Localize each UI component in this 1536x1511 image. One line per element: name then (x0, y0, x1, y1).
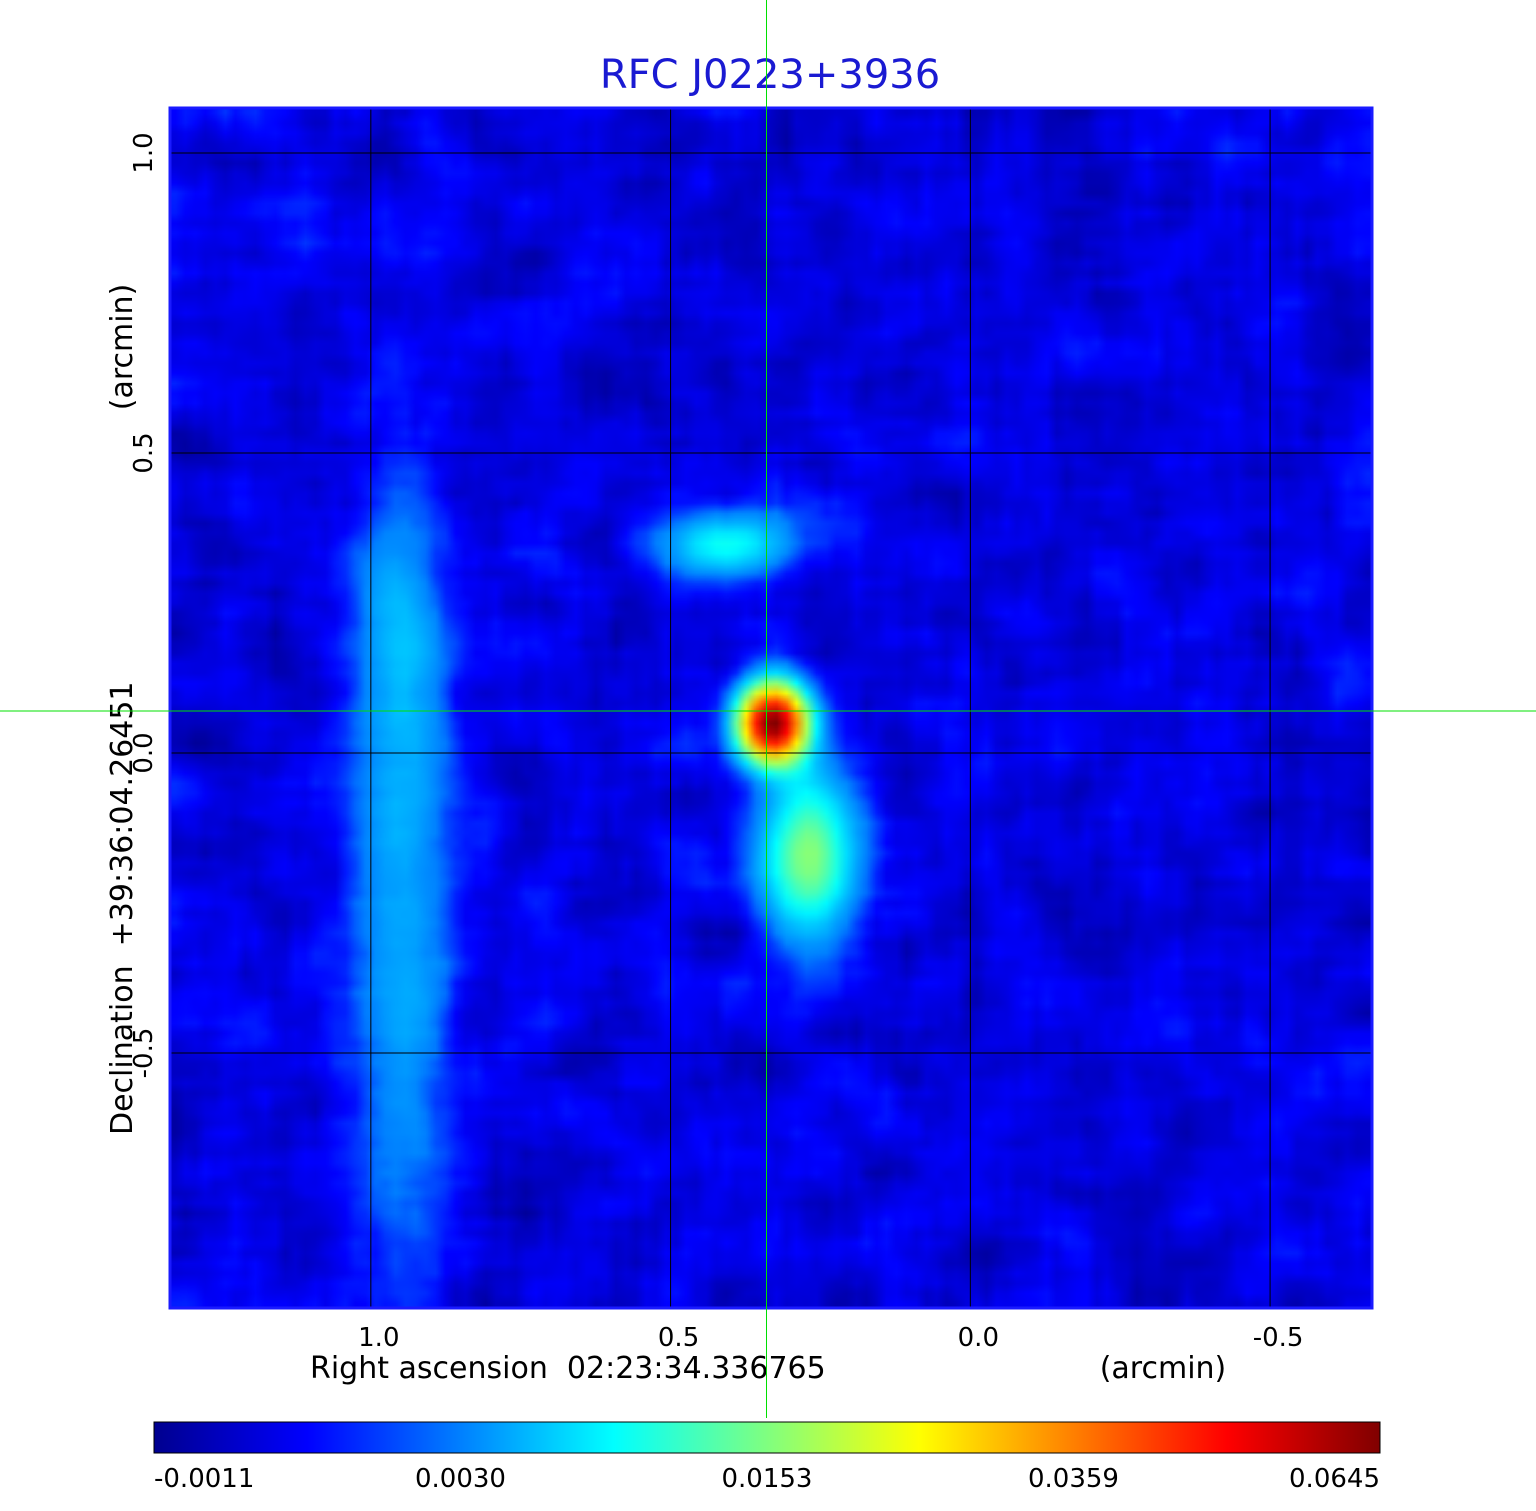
colorbar-tick-label: 0.0153 (722, 1464, 813, 1494)
y-tick-label: 0.5 (129, 432, 159, 473)
colorbar-tick-label: -0.0011 (154, 1464, 254, 1494)
x-axis-label: Right ascension 02:23:34.336765 (310, 1351, 826, 1386)
x-tick-label: 0.0 (958, 1323, 999, 1353)
colorbar: -0.0011 0.0030 0.0153 0.0359 0.0645 (153, 1421, 1381, 1494)
x-tick-label: -0.5 (1253, 1323, 1304, 1353)
colorbar-tick-label: 0.0645 (1289, 1464, 1380, 1494)
y-tick-label: -0.5 (129, 1028, 159, 1079)
x-tick-label: 0.5 (658, 1323, 699, 1353)
colorbar-tick-labels: -0.0011 0.0030 0.0153 0.0359 0.0645 (154, 1464, 1380, 1494)
y-tick-label: 0.0 (129, 732, 159, 773)
colorbar-tick-label: 0.0359 (1028, 1464, 1119, 1494)
y-tick-labels: -0.5 0.0 0.5 1.0 (129, 132, 159, 1078)
y-axis-label: Declination +39:36:04.26451 (105, 681, 140, 1135)
y-axis-unit: (arcmin) (105, 284, 140, 411)
colorbar-gradient (153, 1421, 1381, 1454)
colorbar-tick-label: 0.0030 (415, 1464, 506, 1494)
crosshair (0, 0, 1536, 1418)
x-tick-labels: 1.0 0.5 0.0 -0.5 (358, 1323, 1303, 1353)
chart-title: RFC J0223+3936 (600, 52, 940, 98)
plot-area (168, 106, 1374, 1310)
x-axis-unit: (arcmin) (1100, 1351, 1227, 1386)
plot-frame (168, 106, 1374, 1310)
y-tick-label: 1.0 (129, 132, 159, 173)
x-tick-label: 1.0 (358, 1323, 399, 1353)
grid-lines (170, 108, 1372, 1308)
intensity-image (170, 108, 1372, 1308)
